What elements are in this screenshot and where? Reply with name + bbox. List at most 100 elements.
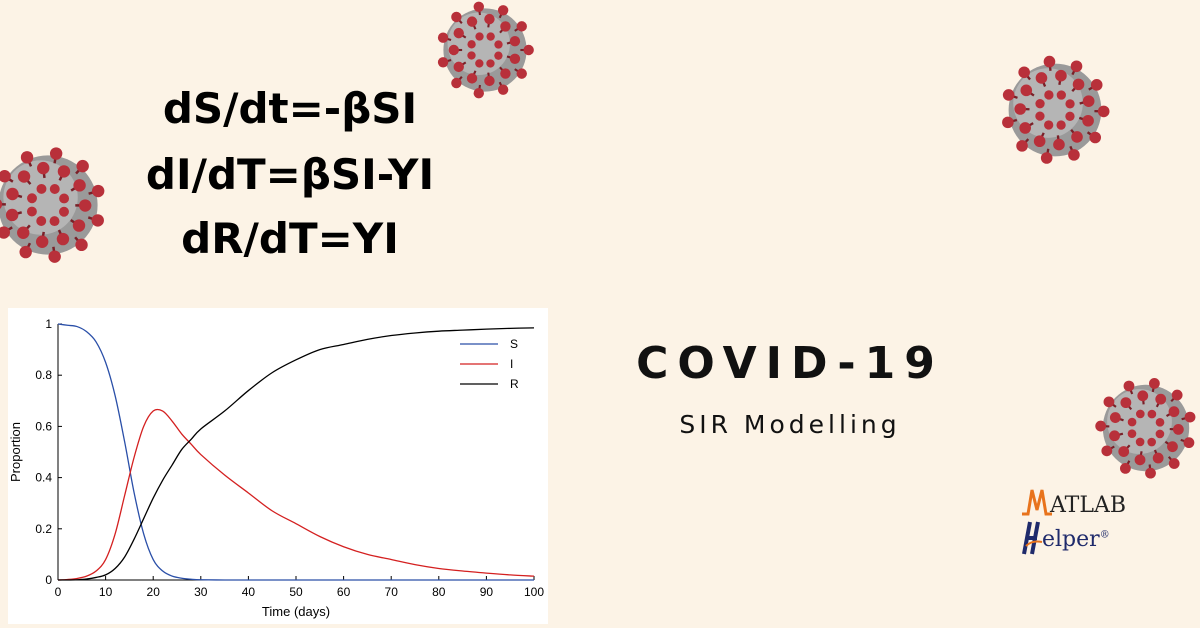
virus-spike <box>523 44 534 56</box>
virus-spike <box>486 32 495 41</box>
virus-spike <box>1137 390 1149 402</box>
virus-spike <box>1002 89 1015 101</box>
virus-spike <box>59 206 69 217</box>
virus-spike <box>1019 122 1031 134</box>
virus-spike <box>59 193 70 204</box>
virus-spike <box>1082 114 1094 127</box>
y-axis-label: Proportion <box>8 422 23 482</box>
virus-spike <box>1168 458 1180 469</box>
legend-label-I: I <box>510 357 513 371</box>
page-title: COVID-19 <box>636 338 944 389</box>
virus-spike <box>1043 55 1056 68</box>
logo-text-helper: elper® <box>1042 527 1110 552</box>
virus-spike <box>17 170 31 183</box>
virus-spike <box>35 235 49 248</box>
logo-registered-mark: ® <box>1099 529 1110 541</box>
virus-spike <box>1167 441 1178 453</box>
virus-spike <box>36 216 47 226</box>
virus-spike <box>1135 437 1145 447</box>
virus-spike <box>500 21 511 32</box>
virus-spike <box>0 199 3 209</box>
virus-highlight <box>447 12 510 75</box>
virus-spike <box>1168 406 1180 418</box>
virus-spike <box>475 32 484 41</box>
logo-mark-icon <box>1022 489 1052 516</box>
virus-spike <box>1040 152 1053 164</box>
virus-spike <box>1135 409 1145 419</box>
virus-spike <box>1101 445 1113 457</box>
virus-spike <box>516 68 527 79</box>
virus-spike <box>0 226 10 239</box>
virus-spike <box>451 11 462 23</box>
x-tick-label: 50 <box>289 585 303 599</box>
virus-spike <box>1072 78 1085 91</box>
virus-spike <box>494 40 503 49</box>
virus-spike <box>78 199 92 212</box>
virus-spike <box>1127 417 1137 427</box>
virus-spike <box>484 13 495 25</box>
virus-spike <box>437 57 449 68</box>
virus-spike <box>17 226 30 239</box>
logo-text-elper: elper <box>1042 527 1100 552</box>
virus-spike <box>437 32 449 43</box>
virus-spike <box>473 1 484 12</box>
virus-spike <box>466 73 478 84</box>
virus-spike <box>1118 446 1130 457</box>
virus-spike <box>466 16 478 27</box>
equation-ds-dt: dS/dt=-βSI <box>162 84 418 133</box>
virus-spike <box>1127 429 1137 439</box>
virus-spike <box>1002 116 1014 129</box>
x-tick-label: 30 <box>194 585 208 599</box>
virus-spike <box>1183 437 1195 449</box>
virus-spike <box>448 44 459 56</box>
virus-spike <box>49 184 60 194</box>
virus-spike <box>1014 103 1027 115</box>
virus-spike <box>1033 135 1046 148</box>
virus-spike <box>500 68 511 79</box>
x-tick-label: 70 <box>385 585 399 599</box>
series-line-I <box>57 408 535 581</box>
virus-spike <box>91 184 105 198</box>
equation-di-dt: dI/dT=βSI-YI <box>145 150 435 199</box>
virus-spike <box>1016 140 1028 152</box>
virus-spike <box>5 208 19 222</box>
series-line-S <box>57 323 534 581</box>
x-tick-label: 0 <box>55 585 62 599</box>
x-tick-label: 40 <box>242 585 256 599</box>
x-tick-label: 20 <box>147 585 161 599</box>
virus-spike <box>1120 397 1132 409</box>
virus-spike <box>467 40 476 49</box>
virus-spike <box>57 165 71 178</box>
x-axis-label: Time (days) <box>262 604 330 619</box>
virus-spike <box>451 77 462 89</box>
virus-spike <box>48 250 61 263</box>
virus-spike <box>1089 131 1102 144</box>
virus-spike <box>1044 120 1054 130</box>
virus-icon <box>1002 55 1110 164</box>
virus-spike <box>0 170 11 183</box>
virus-spike <box>49 216 60 227</box>
virus-spike <box>486 59 495 68</box>
virus-spike <box>1148 378 1160 389</box>
virus-spike <box>497 84 509 95</box>
virus-spike <box>1071 131 1083 143</box>
virus-spike <box>1134 454 1146 466</box>
x-tick-label: 100 <box>524 585 544 599</box>
virus-spike <box>1070 60 1083 73</box>
virus-spike <box>91 214 104 227</box>
virus-spike <box>1055 69 1067 82</box>
virus-spike <box>1035 99 1045 109</box>
virus-spike <box>1155 429 1165 439</box>
virus-spike <box>1020 84 1033 97</box>
x-tick-label: 80 <box>432 585 446 599</box>
virus-spike <box>73 179 86 192</box>
virus-spike <box>75 238 88 252</box>
virus-spike <box>1035 111 1045 121</box>
virus-spike <box>1109 430 1120 442</box>
virus-spike <box>1155 393 1167 405</box>
virus-spike <box>1123 380 1135 392</box>
virus-icon <box>0 147 105 263</box>
virus-spike <box>473 88 484 99</box>
virus-spike <box>1090 79 1103 91</box>
virus-spike <box>49 147 63 160</box>
